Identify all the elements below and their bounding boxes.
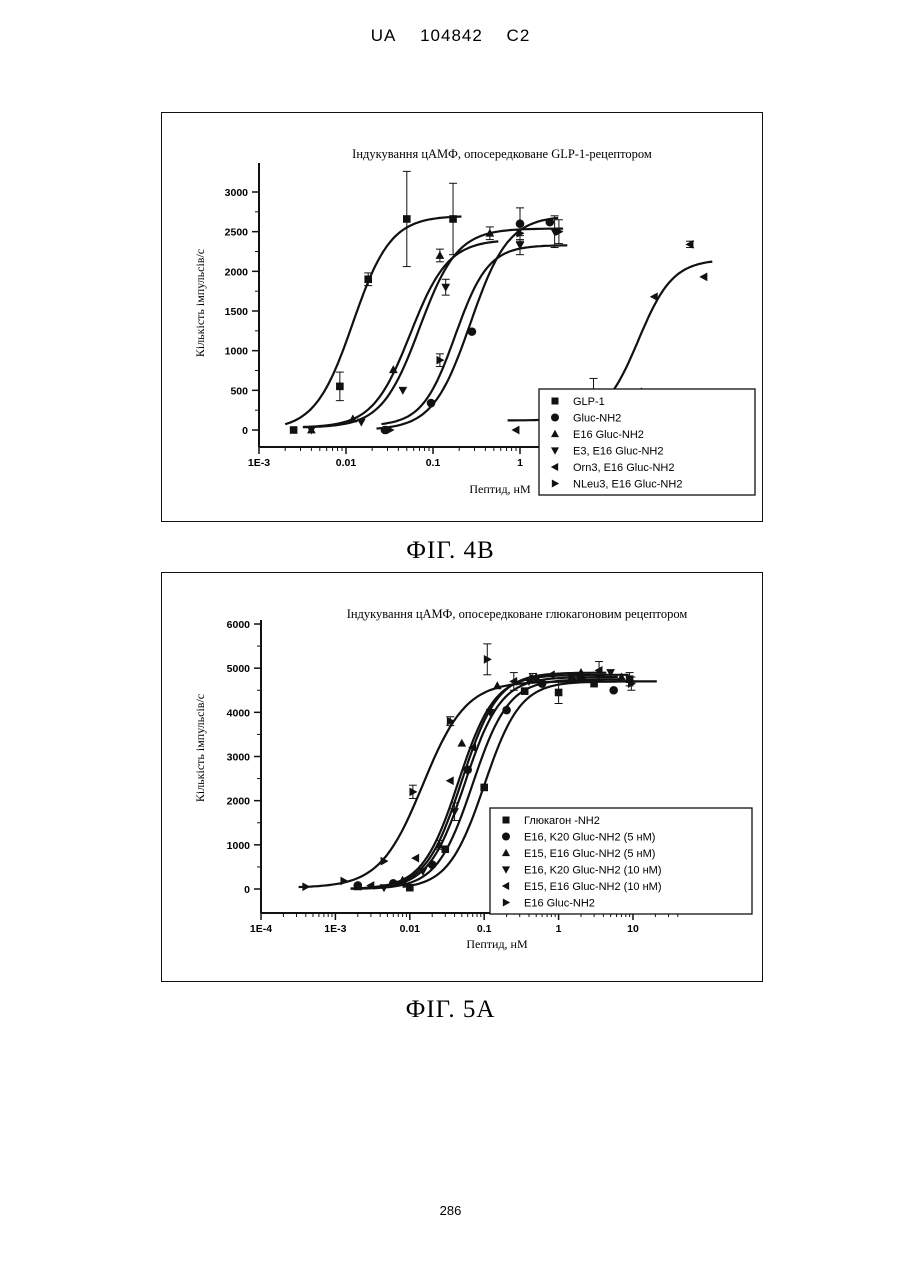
data-point (449, 215, 457, 223)
data-point (290, 426, 298, 434)
patent-number: 104842 (420, 26, 483, 45)
y-tick-label: 1500 (225, 306, 249, 318)
data-point (545, 218, 554, 227)
y-axis-label: Кількість імпульсів/с (193, 694, 207, 802)
x-axis-label: Пептид, нМ (469, 482, 531, 496)
x-tick-label: 0.01 (400, 923, 421, 935)
fit-curve (285, 217, 461, 425)
legend-label: E16, K20 Gluc-NH2 (5 нМ) (524, 832, 655, 844)
fit-curve (303, 229, 563, 428)
data-point (650, 292, 658, 301)
figure-caption-4b: ФІГ. 4В (0, 537, 901, 565)
patent-kind: C2 (507, 26, 531, 45)
legend-marker (551, 414, 559, 422)
y-tick-label: 5000 (227, 663, 251, 675)
data-point (427, 399, 436, 408)
legend: GLP-1 Gluc-NH2 E16 Gluc-NH2 E3, E16 Gluc-NH… (539, 389, 755, 495)
y-tick-label: 1000 (225, 346, 249, 358)
y-tick-label: 0 (244, 884, 250, 896)
x-tick-label: 1 (556, 923, 562, 935)
y-tick-label: 6000 (227, 619, 251, 631)
legend-label: E15, E16 Gluc-NH2 (10 нМ) (524, 881, 662, 893)
data-point (480, 784, 488, 792)
x-tick-label: 10 (627, 923, 639, 935)
legend-label: E3, E16 Gluc-NH2 (573, 446, 663, 458)
data-point (457, 739, 466, 747)
patent-header: UA 104842 C2 (0, 26, 901, 46)
legend-label: Gluc-NH2 (573, 413, 621, 425)
legend: Глюкагон -NH2 E16, K20 Gluc-NH2 (5 нМ) E15… (490, 808, 752, 914)
legend-label: E16 Gluc-NH2 (524, 898, 595, 910)
x-tick-label: 1 (517, 457, 523, 469)
legend-marker (502, 833, 510, 841)
y-tick-label: 0 (242, 425, 248, 437)
legend-label: E15, E16 Gluc-NH2 (5 нМ) (524, 848, 655, 860)
y-tick-label: 4000 (227, 707, 251, 719)
data-point (409, 787, 417, 796)
y-tick-label: 2000 (227, 796, 251, 808)
patent-office: UA (371, 26, 397, 45)
legend-label: E16 Gluc-NH2 (573, 429, 644, 441)
data-point (436, 356, 444, 365)
data-point (468, 327, 477, 336)
figure-panel-5a: Індукування цАМФ, опосередковане глюкаго… (161, 572, 763, 982)
legend-label: NLeu3, E16 Gluc-NH2 (573, 479, 682, 491)
x-tick-label: 1E-3 (248, 457, 270, 469)
data-point (446, 776, 454, 785)
x-tick-label: 0.01 (336, 457, 357, 469)
legend-label: GLP-1 (573, 396, 605, 408)
data-point (302, 882, 310, 891)
data-point (441, 284, 450, 292)
data-point (406, 884, 414, 892)
data-point (502, 706, 511, 715)
y-tick-label: 1000 (227, 840, 251, 852)
series-1 (285, 171, 461, 433)
legend-label: E16, K20 Gluc-NH2 (10 нМ) (524, 865, 662, 877)
data-point (511, 426, 519, 435)
y-axis-label: Кількість імпульсів/с (193, 249, 207, 357)
y-tick-label: 500 (230, 385, 248, 397)
data-point (411, 854, 419, 863)
chart-5a: Індукування цАМФ, опосередковане глюкаго… (162, 573, 762, 981)
y-tick-label: 3000 (227, 752, 251, 764)
data-point (617, 672, 626, 680)
legend-label: Глюкагон -NH2 (524, 815, 600, 827)
x-tick-label: 0.1 (477, 923, 492, 935)
x-tick-label: 1E-3 (324, 923, 346, 935)
data-point (398, 387, 407, 395)
x-axis-label: Пептид, нМ (466, 937, 528, 951)
figure-panel-4b: Індукування цАМФ, опосередковане GLP-1-р… (161, 112, 763, 522)
legend-label: Orn3, E16 Gluc-NH2 (573, 462, 674, 474)
y-tick-label: 2500 (225, 227, 249, 239)
data-point (609, 686, 618, 695)
data-point (699, 273, 707, 282)
legend-marker (552, 398, 559, 405)
data-point (357, 419, 366, 427)
page-number: 286 (0, 1203, 901, 1218)
chart-title: Індукування цАМФ, опосередковане GLP-1-р… (352, 147, 652, 161)
chart-4b: Індукування цАМФ, опосередковане GLP-1-р… (162, 113, 762, 521)
data-point (336, 383, 344, 391)
x-tick-label: 0.1 (426, 457, 441, 469)
data-point (555, 689, 563, 697)
data-point (403, 215, 411, 223)
y-tick-label: 3000 (225, 187, 249, 199)
y-tick-label: 2000 (225, 266, 249, 278)
data-point (436, 251, 445, 259)
data-point (484, 655, 492, 664)
x-tick-label: 1E-4 (250, 923, 272, 935)
legend-marker (503, 817, 510, 824)
data-point (340, 877, 348, 886)
chart-title: Індукування цАМФ, опосередковане глюкаго… (347, 607, 688, 621)
data-point (606, 669, 615, 677)
figure-caption-5a: ФІГ. 5А (0, 996, 901, 1024)
data-point (364, 275, 372, 283)
